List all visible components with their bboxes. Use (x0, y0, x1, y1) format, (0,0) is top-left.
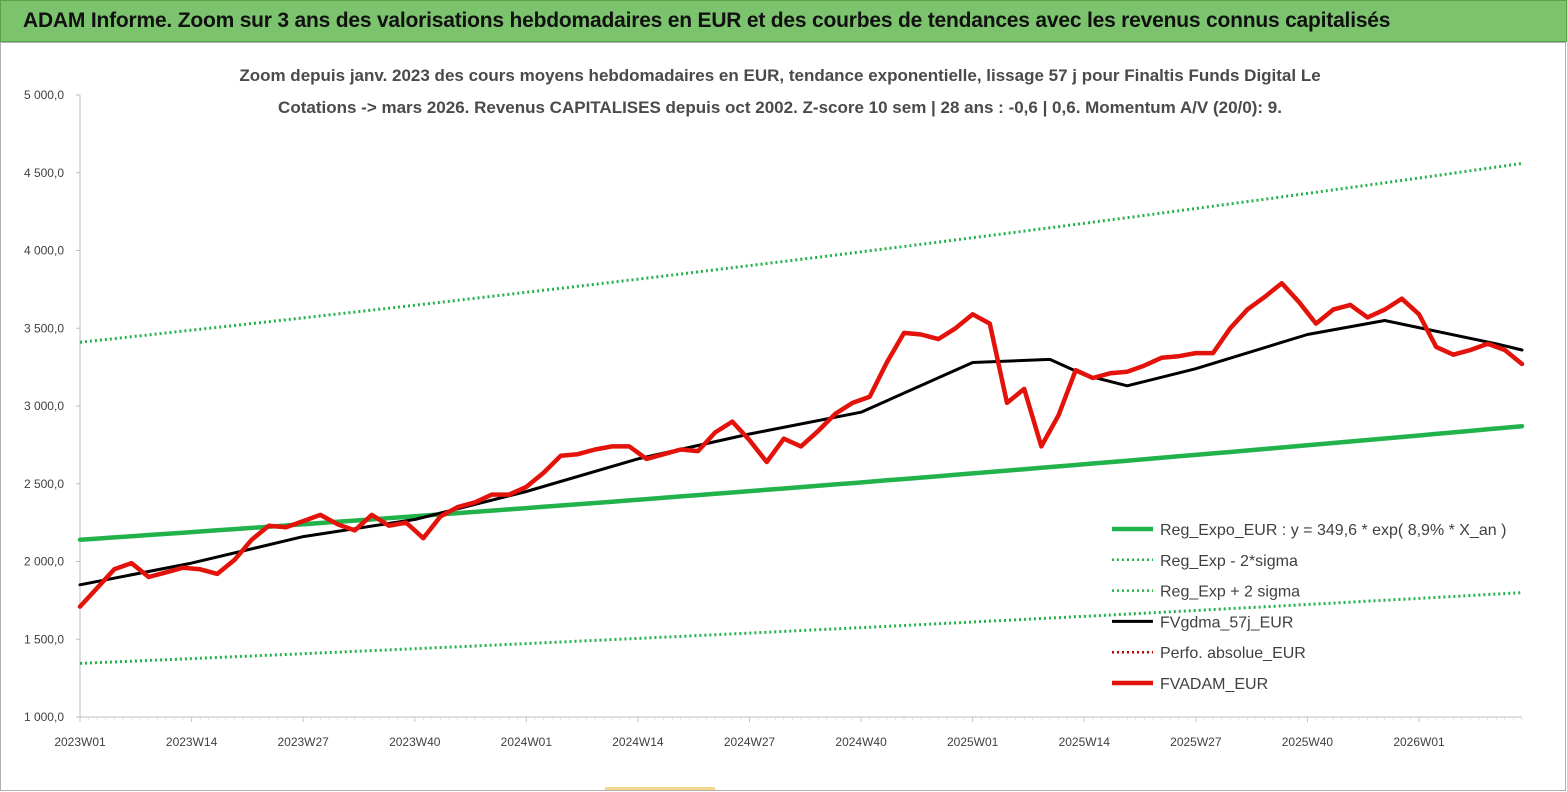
series-line-2 (79, 161, 1523, 344)
y-tick-label: 3 500,0 (24, 321, 64, 335)
legend-label-0: Reg_Expo_EUR : y = 349,6 * exp( 8,9% * X… (1160, 522, 1506, 539)
y-tick-label: 2 500,0 (24, 477, 64, 491)
legend-label-2: Reg_Exp + 2 sigma (1160, 584, 1300, 601)
report-title: ADAM Informe. Zoom sur 3 ans des valoris… (23, 9, 1391, 32)
x-tick-label: 2025W27 (1170, 735, 1222, 749)
chart-series (77, 161, 1525, 665)
x-tick-label: 2025W01 (947, 735, 999, 749)
x-tick-label: 2025W40 (1282, 735, 1334, 749)
series-line-3 (78, 319, 1524, 587)
x-tick-label: 2024W14 (612, 735, 664, 749)
series-line-0 (77, 423, 1525, 542)
y-tick-label: 5 000,0 (24, 88, 64, 102)
x-tick-label: 2023W01 (54, 735, 106, 749)
y-tick-label: 1 000,0 (24, 710, 64, 724)
y-tick-label: 3 000,0 (24, 399, 64, 413)
y-tick-label: 4 500,0 (24, 166, 64, 180)
series-line-1 (79, 591, 1523, 665)
legend-label-4: Perfo. absolue_EUR (1160, 645, 1306, 662)
x-tick-label: 2026W01 (1393, 735, 1445, 749)
chart-area (0, 42, 1566, 791)
chart-title-line1: Zoom depuis janv. 2023 des cours moyens … (239, 66, 1321, 85)
report-header: ADAM Informe. Zoom sur 3 ans des valoris… (0, 0, 1567, 42)
x-tick-label: 2023W27 (277, 735, 329, 749)
x-tick-label: 2024W40 (835, 735, 887, 749)
x-tick-label: 2023W40 (389, 735, 441, 749)
series-line-5 (77, 280, 1525, 609)
legend-label-1: Reg_Exp - 2*sigma (1160, 553, 1298, 570)
chart-axes: 1 000,0 1 500,0 2 000,0 2 500,0 3 000,0 3 500… (24, 88, 1523, 749)
x-tick-label: 2025W14 (1059, 735, 1111, 749)
chart-legend: Reg_Expo_EUR : y = 349,6 * exp( 8,9% * X… (1112, 522, 1506, 693)
y-tick-label: 4 000,0 (24, 244, 64, 258)
y-tick-label: 2 000,0 (24, 555, 64, 569)
legend-label-3: FVgdma_57j_EUR (1160, 614, 1293, 631)
x-tick-label: 2024W01 (501, 735, 553, 749)
scroll-marker (605, 787, 715, 790)
x-tick-label: 2023W14 (166, 735, 218, 749)
y-tick-label: 1 500,0 (24, 632, 64, 646)
legend-label-5: FVADAM_EUR (1160, 676, 1268, 693)
x-tick-label: 2024W27 (724, 735, 776, 749)
chart-title-line2: Cotations -> mars 2026. Revenus CAPITALI… (278, 98, 1282, 117)
